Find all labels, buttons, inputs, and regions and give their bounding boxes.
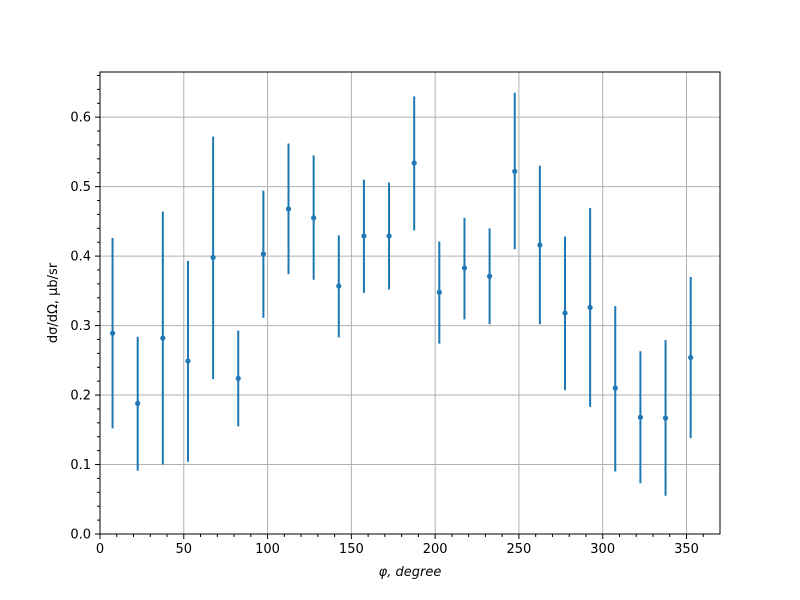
- data-point: [185, 358, 191, 364]
- data-point: [210, 254, 216, 261]
- y-tick-label: 0.2: [70, 389, 91, 404]
- y-tick-label: 0.0: [70, 528, 91, 543]
- data-point: [688, 354, 694, 361]
- data-point: [537, 242, 543, 248]
- grid-lines: [99, 72, 720, 535]
- x-tick-label: 0: [96, 542, 104, 557]
- x-tick-label: 250: [507, 542, 532, 557]
- data-point: [512, 168, 518, 174]
- data-layer: [109, 92, 694, 496]
- axis-ticks: 0 50 100 150 200 250 300 350 0.0 0.1 0.2 0.3 0.4 0.5 0…: [70, 74, 704, 557]
- y-tick-label: 0.5: [70, 180, 91, 195]
- data-point: [637, 414, 644, 420]
- data-point: [612, 385, 618, 391]
- data-point: [336, 283, 342, 289]
- data-point: [461, 265, 468, 271]
- data-point: [311, 215, 317, 221]
- x-tick-label: 300: [590, 542, 615, 557]
- data-point: [662, 415, 669, 421]
- x-tick-label: 350: [674, 542, 699, 557]
- y-tick-label: 0.6: [70, 111, 91, 126]
- y-tick-label: 0.4: [70, 250, 91, 265]
- y-tick-label: 0.3: [70, 319, 91, 334]
- data-point: [135, 400, 141, 406]
- data-point: [160, 335, 166, 341]
- data-point: [486, 273, 493, 279]
- y-axis-label: dσ/dΩ, μb/sr: [46, 262, 61, 343]
- data-point: [285, 206, 292, 212]
- data-point: [109, 330, 116, 336]
- data-point: [411, 160, 417, 166]
- data-point: [235, 375, 241, 381]
- plot-area-frame: [99, 71, 721, 535]
- x-tick-label: 200: [423, 542, 448, 557]
- data-point: [562, 310, 568, 316]
- data-point: [587, 304, 593, 311]
- x-tick-label: 50: [176, 542, 193, 557]
- x-tick-label: 150: [339, 542, 364, 557]
- data-point: [260, 251, 266, 257]
- data-point: [436, 289, 442, 295]
- data-point: [361, 233, 367, 239]
- x-tick-label: 100: [255, 542, 280, 557]
- y-tick-label: 0.1: [70, 458, 91, 473]
- x-axis-label: φ, degree: [379, 565, 442, 580]
- data-point: [386, 233, 392, 239]
